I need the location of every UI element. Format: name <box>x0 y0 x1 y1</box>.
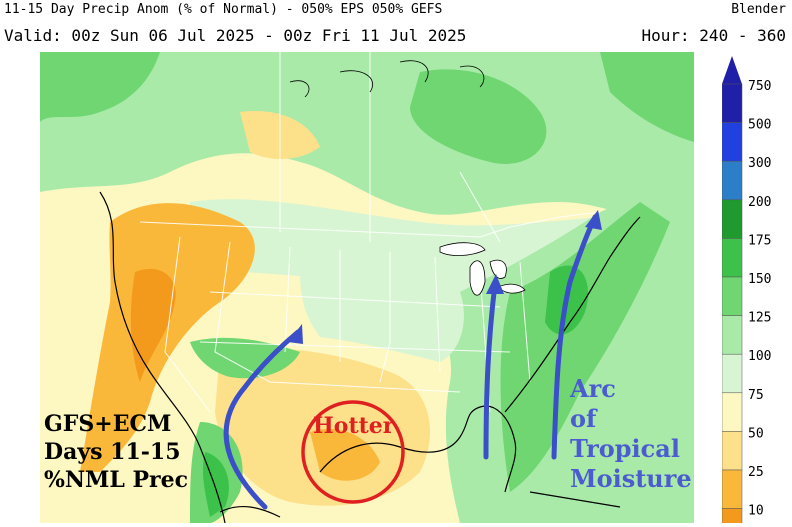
map-title: 11-15 Day Precip Anom (% of Normal) - 05… <box>4 2 443 17</box>
hotter-label: Hotter <box>313 413 395 439</box>
arrowhead-atlantic <box>585 210 602 230</box>
legend-swatch-500 <box>721 122 743 162</box>
legend-swatch-750 <box>721 83 743 123</box>
arrowhead-gulf <box>486 274 504 294</box>
legend-canvas: 750 500 300 200 175 150 125 100 75 50 25 10 <box>721 56 771 527</box>
green-zone-ne <box>600 52 694 142</box>
arc-line2: of <box>570 404 597 433</box>
precip-anomaly-map <box>40 52 694 523</box>
great-lakes <box>439 242 526 296</box>
legend-label-200: 200 <box>748 195 771 210</box>
moisture-arrows <box>223 214 598 510</box>
hotter-circle <box>301 400 405 504</box>
legend-label-175: 175 <box>748 233 771 248</box>
dry-zone-west <box>80 203 255 472</box>
normal-zone-midwest <box>300 272 464 362</box>
legend-swatch-125 <box>721 315 743 355</box>
legend-arrow-top <box>722 56 742 84</box>
legend-swatch-100 <box>721 353 743 394</box>
forecast-hour: Hour: 240 - 360 <box>641 26 787 45</box>
legend-swatch-10 <box>721 508 743 527</box>
legend-label-300: 300 <box>748 156 771 171</box>
arc-annotation: Arc of Tropical Moisture <box>570 374 692 494</box>
arrowhead-southwest <box>288 324 303 344</box>
model-annotation: GFS+ECM Days 11-15 %NML Prec <box>44 410 188 494</box>
moist-zone-southwest <box>190 337 300 379</box>
legend-label-750: 750 <box>748 79 771 94</box>
arctic-islands <box>289 60 485 98</box>
annotation-line1: GFS+ECM <box>44 411 172 437</box>
valid-time: Valid: 00z Sun 06 Jul 2025 - 00z Fri 11 … <box>4 26 467 45</box>
arc-line1: Arc <box>570 374 616 403</box>
legend-label-125: 125 <box>748 311 771 326</box>
legend-label-25: 25 <box>748 465 764 480</box>
very-dry-zone-west <box>130 268 176 382</box>
legend-swatch-150 <box>721 276 743 316</box>
legend-label-10: 10 <box>748 504 764 519</box>
legend-swatch-300 <box>721 160 743 201</box>
green-zone-hudson <box>410 69 547 164</box>
legend-swatch-75 <box>721 392 743 432</box>
annotation-line2: Days 11-15 <box>44 439 181 465</box>
legend-swatch-175 <box>721 238 743 278</box>
legend-label-75: 75 <box>748 388 764 403</box>
arrow-atlantic <box>551 214 598 460</box>
annotation-line3: %NML Prec <box>44 467 189 493</box>
model-label: Blender <box>731 2 786 17</box>
arrow-southwest <box>223 329 301 510</box>
map-canvas <box>40 52 694 523</box>
wet-zone-east <box>500 202 670 492</box>
legend-swatch-50 <box>721 431 743 471</box>
legend-swatch-200 <box>721 199 743 239</box>
wet-zone-mexico <box>202 452 229 517</box>
legend-swatch-25 <box>721 469 743 509</box>
green-zone-nw <box>40 52 160 122</box>
arrow-gulf <box>483 281 498 460</box>
color-legend: 750 500 300 200 175 150 125 100 75 50 25 10 <box>721 56 792 527</box>
legend-label-100: 100 <box>748 349 771 364</box>
legend-swatches <box>721 83 743 527</box>
very-dry-zone-texas <box>310 428 380 481</box>
legend-label-150: 150 <box>748 272 771 287</box>
arc-line4: Moisture <box>570 464 692 493</box>
legend-label-50: 50 <box>748 426 764 441</box>
green-zone-north <box>40 52 694 232</box>
coastlines <box>99 191 641 523</box>
legend-label-500: 500 <box>748 118 771 133</box>
arc-line3: Tropical <box>570 434 680 463</box>
legend-labels: 750 500 300 200 175 150 125 100 75 50 25 10 <box>748 79 771 519</box>
arrow-heads <box>288 210 602 344</box>
